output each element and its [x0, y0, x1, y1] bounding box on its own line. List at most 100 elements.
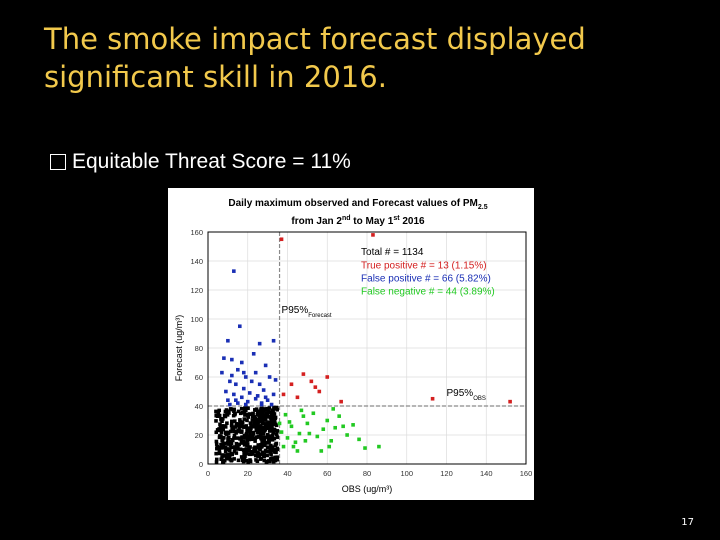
true-negative-point [250, 452, 255, 456]
true-negative-point [214, 460, 219, 464]
true-negative-point [273, 416, 278, 420]
true-negative-point [254, 458, 258, 462]
y-tick-label: 160 [190, 228, 203, 237]
false-positive-point [232, 392, 236, 397]
false-positive-point [263, 395, 268, 400]
true-negative-point [270, 433, 275, 438]
true-negative-point [261, 440, 266, 445]
true-negative-point [258, 427, 263, 431]
true-negative-point [256, 420, 260, 425]
false-positive-point [238, 324, 242, 329]
true-negative-point [236, 444, 240, 449]
false-positive-point [259, 402, 264, 407]
true-negative-point [238, 418, 242, 422]
true-negative-point [239, 455, 244, 459]
x-tick-label: 20 [244, 469, 252, 478]
true-negative-point [275, 455, 280, 459]
true-positive-point [279, 237, 284, 242]
false-positive-point [228, 379, 232, 384]
false-negative-point [307, 431, 312, 436]
false-positive-point [220, 370, 224, 375]
true-negative-point [227, 448, 232, 453]
true-negative-point [275, 457, 280, 462]
true-negative-point [268, 420, 273, 425]
true-negative-point [237, 442, 241, 447]
true-negative-point [238, 447, 243, 452]
true-negative-point [251, 436, 255, 440]
x-tick-label: 60 [323, 469, 331, 478]
false-negative-point [297, 431, 302, 436]
true-negative-point [245, 434, 249, 439]
true-negative-point [248, 421, 253, 425]
false-positive-point [224, 389, 228, 394]
true-negative-point [267, 439, 271, 443]
true-negative-point [273, 422, 278, 427]
true-negative-point [248, 445, 252, 449]
true-negative-point [271, 412, 275, 417]
true-negative-point [232, 436, 236, 440]
true-negative-point [245, 449, 249, 454]
true-negative-point [214, 457, 219, 462]
true-negative-point [236, 409, 241, 414]
x-tick-label: 160 [520, 469, 533, 478]
false-negative-point [283, 412, 288, 417]
false-negative-point [315, 434, 320, 439]
true-negative-point [218, 445, 222, 450]
true-negative-point [249, 426, 253, 430]
true-negative-point [234, 451, 239, 455]
true-negative-point [242, 457, 247, 461]
false-negative-point [289, 424, 294, 429]
true-negative-point [265, 453, 269, 458]
true-negative-point [253, 408, 257, 412]
false-positive-point [230, 357, 234, 362]
true-negative-point [253, 439, 257, 443]
page-number: 17 [681, 517, 694, 528]
true-negative-point [265, 412, 270, 417]
false-negative-point [279, 430, 284, 434]
true-negative-point [219, 442, 223, 447]
true-negative-point [218, 422, 222, 427]
true-negative-point [269, 451, 273, 456]
true-negative-point [244, 451, 249, 456]
false-negative-point [293, 440, 298, 445]
false-positive-point [269, 402, 274, 407]
false-positive-point [257, 382, 262, 387]
y-tick-label: 40 [195, 402, 203, 411]
true-negative-point [245, 443, 249, 448]
p95-obs-label: P95%OBS [447, 388, 486, 402]
false-negative-point [333, 425, 337, 430]
true-negative-point [219, 418, 224, 422]
true-negative-point [247, 434, 251, 438]
true-negative-point [259, 435, 264, 440]
true-negative-point [226, 431, 231, 435]
true-negative-point [229, 423, 234, 428]
true-positive-point [371, 233, 375, 237]
false-positive-point [253, 396, 258, 401]
chart-title-subscript: 2.5 [478, 204, 488, 211]
false-positive-point [228, 402, 232, 407]
false-positive-point [265, 398, 270, 402]
false-negative-point [319, 449, 324, 453]
true-negative-point [217, 451, 222, 456]
false-positive-point [273, 378, 278, 382]
true-negative-point [214, 442, 219, 446]
true-negative-point [260, 418, 265, 422]
y-tick-label: 80 [195, 344, 203, 353]
true-negative-point [272, 450, 277, 454]
true-negative-point [249, 449, 253, 454]
false-negative-point [281, 444, 286, 449]
true-negative-point [217, 427, 221, 431]
true-negative-point [251, 412, 255, 417]
true-negative-point [223, 449, 228, 454]
true-negative-point [251, 424, 256, 429]
true-negative-point [235, 422, 240, 427]
true-negative-point [258, 425, 262, 429]
false-negative-point [303, 439, 308, 443]
scatter-chart: Daily maximum observed and Forecast valu… [168, 188, 534, 500]
true-negative-point [240, 440, 245, 445]
false-positive-point [247, 391, 252, 395]
true-positive-point [289, 382, 294, 387]
true-negative-point [220, 425, 225, 430]
y-tick-label: 20 [195, 431, 203, 440]
true-negative-point [244, 441, 249, 446]
